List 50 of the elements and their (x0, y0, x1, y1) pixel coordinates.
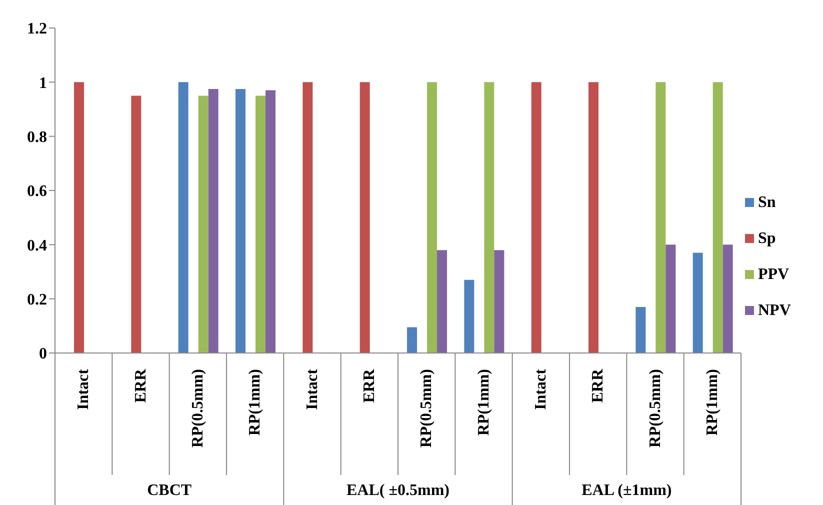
bar (360, 82, 370, 353)
y-tick-label: 0.6 (27, 183, 47, 200)
bar (302, 82, 313, 353)
bar (464, 280, 474, 353)
bar (198, 96, 208, 353)
bar (656, 82, 666, 353)
x-tick-label: Intact (532, 368, 550, 410)
legend-label: NPV (758, 302, 791, 318)
bar (722, 244, 733, 353)
bar (407, 327, 417, 353)
x-tick-label: Intact (75, 368, 92, 410)
x-tick-label: ERR (132, 368, 150, 403)
bar (236, 88, 246, 353)
x-tick-label: RP(0.5mm) (189, 369, 206, 448)
bar (208, 88, 218, 353)
x-tick-label: RP(1mm) (475, 369, 492, 436)
text: CBCT (147, 482, 192, 499)
bar (494, 250, 504, 353)
y-tick-label: 0.4 (27, 237, 47, 254)
legend-label: Sp (758, 230, 776, 246)
x-tick-label: RP(0.5mm) (418, 369, 436, 448)
y-tick-label: 0 (39, 346, 47, 363)
bar (266, 90, 276, 353)
bar (74, 82, 84, 353)
bar (178, 82, 188, 353)
legend-label: PPV (758, 266, 790, 282)
bar (427, 82, 437, 353)
text: EAL (±1mm) (582, 482, 672, 499)
x-tick-label: RP(0.5mm) (646, 369, 664, 448)
x-tick-label: Intact (304, 368, 321, 410)
text: EAL( ±0.5mm) (346, 482, 450, 499)
y-tick-label: 1 (39, 74, 47, 92)
bar (588, 82, 598, 353)
bar (256, 96, 266, 353)
legend-label: Sn (758, 194, 776, 210)
bar (437, 250, 447, 353)
x-tick-label: RP(1mm) (704, 369, 721, 436)
bar (636, 306, 646, 353)
y-tick-label: 0.8 (27, 129, 47, 146)
bar (712, 82, 723, 353)
bar (531, 82, 542, 353)
y-tick-label: 0.2 (27, 292, 47, 309)
x-tick-label: ERR (360, 368, 378, 403)
bar (692, 252, 703, 353)
y-tick-label: 1.2 (27, 20, 47, 38)
bar (484, 82, 494, 353)
x-tick-label: ERR (590, 368, 607, 403)
bar (131, 96, 142, 353)
bar (666, 244, 676, 353)
x-tick-label: RP(1mm) (246, 369, 264, 436)
